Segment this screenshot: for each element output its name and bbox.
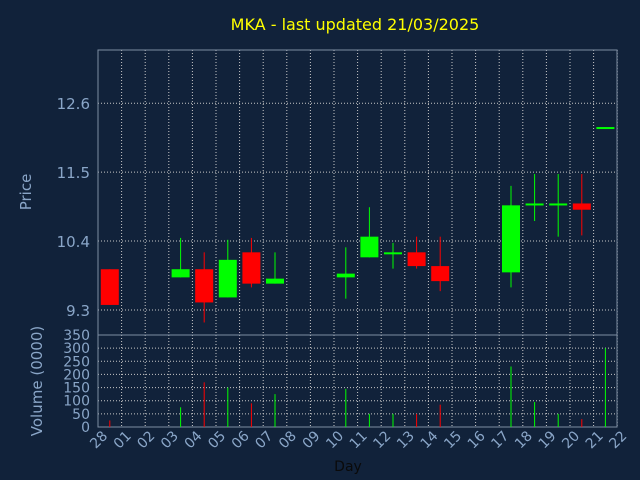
volume-tick-label: 200 <box>63 367 90 383</box>
chart-title: MKA - last updated 21/03/2025 <box>231 15 480 34</box>
candle-body <box>266 278 284 284</box>
candle-body <box>502 205 520 273</box>
x-tick-label: 02 <box>134 428 158 452</box>
candle-body <box>242 252 261 284</box>
x-tick-label: 28 <box>87 428 111 452</box>
candle-body <box>596 127 615 130</box>
x-tick-label: 08 <box>276 428 300 452</box>
price-tick-label: 9.3 <box>66 302 90 320</box>
x-tick-label: 14 <box>418 428 442 452</box>
price-axis-label: Price <box>17 174 35 211</box>
candles <box>100 127 615 323</box>
candle-body <box>549 203 568 206</box>
x-tick-label: 12 <box>370 428 394 452</box>
x-tick-label: 11 <box>347 428 371 452</box>
x-tick-label: 10 <box>323 428 347 452</box>
x-tick-label: 18 <box>512 428 536 452</box>
volume-tick-label: 150 <box>63 381 90 397</box>
candle-body <box>525 203 544 206</box>
candle-body <box>572 203 591 210</box>
volume-panel-frame <box>97 334 618 428</box>
candle-body <box>195 269 214 303</box>
candle-body <box>171 269 190 278</box>
candle-body <box>218 259 237 298</box>
candle-body <box>384 252 402 255</box>
x-tick-label: 20 <box>559 428 583 452</box>
price-tick-label: 10.4 <box>57 233 90 251</box>
x-tick-label: 01 <box>111 428 135 452</box>
x-tick-label: 06 <box>229 428 253 452</box>
candle-body <box>431 266 450 282</box>
x-tick-label: 07 <box>252 428 276 452</box>
candle-body <box>336 273 355 278</box>
x-tick-label: 09 <box>300 428 324 452</box>
x-tick-label: 04 <box>182 428 206 452</box>
volume-axis-label: Volume (0000) <box>28 326 46 436</box>
x-tick-label: 22 <box>606 428 630 452</box>
x-tick-label: 05 <box>205 428 229 452</box>
x-tick-label: 13 <box>394 428 418 452</box>
volume-tick-label: 250 <box>63 354 90 370</box>
volume-tick-label: 50 <box>72 407 90 423</box>
frame-layer <box>97 49 618 428</box>
x-tick-label: 17 <box>488 428 512 452</box>
volume-tick-label: 0 <box>81 420 90 436</box>
candle-body <box>100 269 119 305</box>
candle-body <box>360 236 379 258</box>
grid-layer <box>98 50 618 428</box>
x-tick-label: 21 <box>583 428 607 452</box>
price-tick-label: 12.6 <box>57 95 90 113</box>
volume-tick-label: 300 <box>63 341 90 357</box>
x-tick-label: 19 <box>536 428 560 452</box>
x-tick-label: 15 <box>441 428 465 452</box>
x-tick-label: 16 <box>465 428 489 452</box>
volume-tick-label: 350 <box>63 328 90 344</box>
candle-body <box>407 252 426 267</box>
volume-tick-label: 100 <box>63 394 90 410</box>
x-tick-label: 03 <box>158 428 182 452</box>
volume-bars <box>109 348 606 427</box>
x-axis-label: Day <box>334 459 362 475</box>
price-tick-label: 11.5 <box>57 164 90 182</box>
